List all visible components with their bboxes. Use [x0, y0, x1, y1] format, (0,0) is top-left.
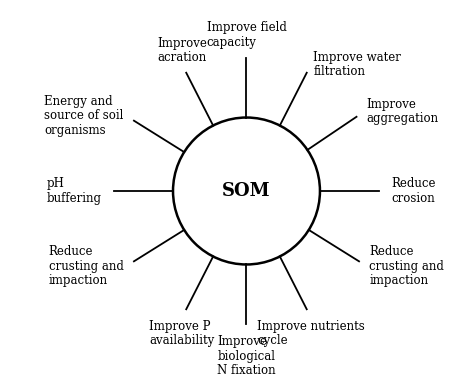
Text: Reduce
crusting and
impaction: Reduce crusting and impaction — [49, 245, 124, 287]
Text: Energy and
source of soil
organisms: Energy and source of soil organisms — [44, 95, 124, 137]
Text: pH
buffering: pH buffering — [47, 177, 102, 205]
Text: Reduce
crusting and
impaction: Reduce crusting and impaction — [369, 245, 444, 287]
Text: SOM: SOM — [222, 182, 271, 200]
Text: Improve nutrients
cycle: Improve nutrients cycle — [257, 320, 365, 347]
Text: Improve water
filtration: Improve water filtration — [313, 50, 401, 78]
Text: Improve P
availability: Improve P availability — [149, 320, 215, 347]
Text: Improve
aggregation: Improve aggregation — [367, 98, 439, 125]
Text: Improve
acration: Improve acration — [157, 37, 207, 64]
Text: Reduce
crosion: Reduce crosion — [391, 177, 436, 205]
Text: Improve field
capacity: Improve field capacity — [207, 21, 286, 49]
Text: Improve
biological
N fixation: Improve biological N fixation — [217, 335, 276, 377]
